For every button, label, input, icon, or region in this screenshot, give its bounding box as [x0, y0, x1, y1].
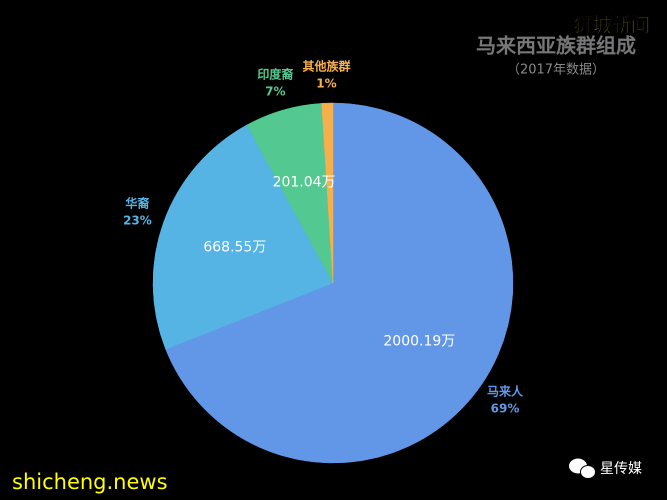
slice-percent-label: 7%: [265, 85, 285, 99]
slice-percent-label: 1%: [316, 77, 336, 91]
slice-name-label: 其他族群: [302, 59, 350, 74]
wechat-icon: [569, 458, 596, 479]
brand-bottom-left: shicheng.news: [12, 470, 168, 494]
chart-title: 马来西亚族群组成: [476, 34, 636, 58]
pie-slice: [321, 102, 334, 284]
slice-value-label: 201.04万: [273, 175, 336, 191]
slice-name-label: 马来人: [487, 383, 524, 398]
pie-slice: [165, 102, 514, 464]
slice-value-label: 2000.19万: [383, 334, 455, 350]
slice-value-label: 668.55万: [203, 239, 266, 255]
chart-subtitle: （2017年数据）: [507, 63, 605, 78]
pie-slice: [152, 124, 334, 350]
slice-percent-label: 69%: [491, 401, 520, 415]
brand-top: 狮城新闻: [574, 14, 650, 37]
slice-name-label: 华裔: [125, 196, 149, 211]
slice-name-label: 印度裔: [257, 67, 293, 82]
slice-percent-label: 23%: [123, 214, 152, 228]
brand-bottom-right: 星传媒: [600, 461, 642, 477]
